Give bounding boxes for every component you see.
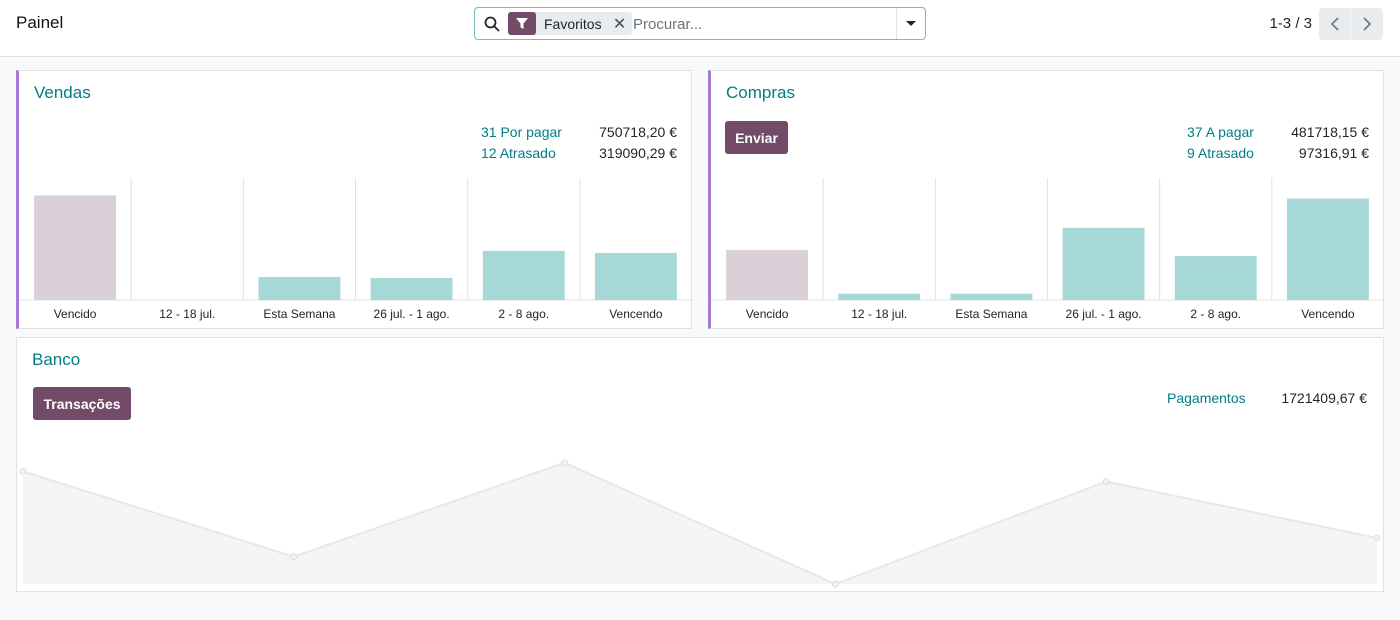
search-box[interactable]: Favoritos ✕ (474, 7, 926, 40)
chart-bar[interactable] (34, 195, 117, 300)
chart-category-label: 12 - 18 jul. (159, 307, 215, 321)
purchases-stat-to-pay-label[interactable]: 37 A pagar (1187, 124, 1254, 140)
chevron-left-icon (1330, 17, 1339, 31)
upload-bill-button[interactable]: Enviar (725, 121, 788, 154)
chart-point[interactable] (1373, 534, 1381, 542)
chart-line (22, 461, 1378, 586)
purchases-stat-late-value: 97316,91 € (1298, 145, 1369, 161)
bank-stat-payments-label[interactable]: Pagamentos (1167, 390, 1246, 406)
sales-stat-late-label[interactable]: 12 Atrasado (481, 145, 556, 161)
bank-journal-title[interactable]: Banco (32, 350, 81, 369)
bank-journal-card: Banco Transações Pagamentos 1721409,67 € (16, 337, 1384, 592)
purchases-stat-late-label[interactable]: 9 Atrasado (1187, 145, 1254, 161)
chart-point[interactable] (1102, 478, 1110, 486)
chart-point[interactable] (831, 580, 839, 588)
chart-bar[interactable] (594, 252, 677, 300)
chart-category-label: 26 jul. - 1 ago. (1066, 307, 1142, 321)
chart-category-label: 26 jul. - 1 ago. (374, 307, 450, 321)
chart-area-fill (23, 462, 1377, 584)
chevron-right-icon (1363, 17, 1372, 31)
chart-bar[interactable] (838, 293, 921, 300)
sales-stat-to-pay-label[interactable]: 31 Por pagar (481, 124, 562, 140)
pager-value[interactable]: 1-3 / 3 (1269, 15, 1312, 32)
chart-bar[interactable] (1062, 227, 1145, 300)
chart-point[interactable] (19, 467, 27, 475)
chart-bar[interactable] (482, 250, 565, 300)
transactions-button[interactable]: Transações (33, 387, 131, 420)
sales-journal-title[interactable]: Vendas (34, 83, 91, 102)
purchases-journal-title[interactable]: Compras (726, 83, 795, 102)
bank-stat-payments-value: 1721409,67 € (1281, 390, 1367, 406)
pager-next-button[interactable] (1351, 8, 1383, 40)
sales-bar-chart[interactable]: Vencido 12 - 18 jul. Esta Semana 26 jul. - … (19, 178, 692, 328)
chart-bar[interactable] (950, 293, 1033, 300)
purchases-bar-chart[interactable]: Vencido 12 - 18 jul. Esta Semana 26 jul. - … (711, 178, 1384, 328)
chart-category-label: Esta Semana (955, 307, 1027, 321)
chart-category-label: Vencido (746, 307, 789, 321)
chart-category-label: 2 - 8 ago. (1190, 307, 1241, 321)
chart-category-label: Esta Semana (263, 307, 335, 321)
purchases-stat-to-pay-value: 481718,15 € (1291, 124, 1369, 140)
chart-category-label: 2 - 8 ago. (498, 307, 549, 321)
pager-previous-button[interactable] (1319, 8, 1351, 40)
search-icon[interactable] (484, 16, 500, 32)
close-icon[interactable]: ✕ (612, 15, 627, 33)
chart-category-label: Vencido (54, 307, 97, 321)
chart-bar[interactable] (370, 278, 453, 300)
facet-label: Favoritos (544, 15, 602, 32)
chart-point[interactable] (290, 553, 298, 561)
caret-down-icon (906, 21, 916, 26)
purchases-journal-card: Compras Enviar 37 A pagar 481718,15 € 9 … (708, 70, 1384, 329)
sales-stat-late-value: 319090,29 € (599, 145, 677, 161)
search-options-toggle[interactable] (896, 8, 925, 39)
sales-stat-to-pay-value: 750718,20 € (599, 124, 677, 140)
search-facet[interactable]: Favoritos ✕ (508, 12, 632, 35)
chart-category-label: Vencendo (1301, 307, 1355, 321)
chart-bar[interactable] (1286, 198, 1369, 300)
search-input[interactable] (633, 12, 893, 36)
chart-bar[interactable] (258, 277, 341, 300)
page-title: Painel (16, 13, 64, 32)
chart-point[interactable] (561, 459, 569, 467)
chart-category-label: 12 - 18 jul. (851, 307, 907, 321)
chart-bar[interactable] (1174, 256, 1257, 300)
chart-bar[interactable] (726, 249, 809, 300)
sales-journal-card: Vendas 31 Por pagar 750718,20 € 12 Atras… (16, 70, 692, 329)
chart-category-label: Vencendo (609, 307, 663, 321)
bank-balance-line-chart[interactable] (17, 453, 1383, 588)
filter-icon (508, 12, 536, 35)
control-panel: Painel Favoritos ✕ 1-3 / 3 (0, 0, 1400, 57)
